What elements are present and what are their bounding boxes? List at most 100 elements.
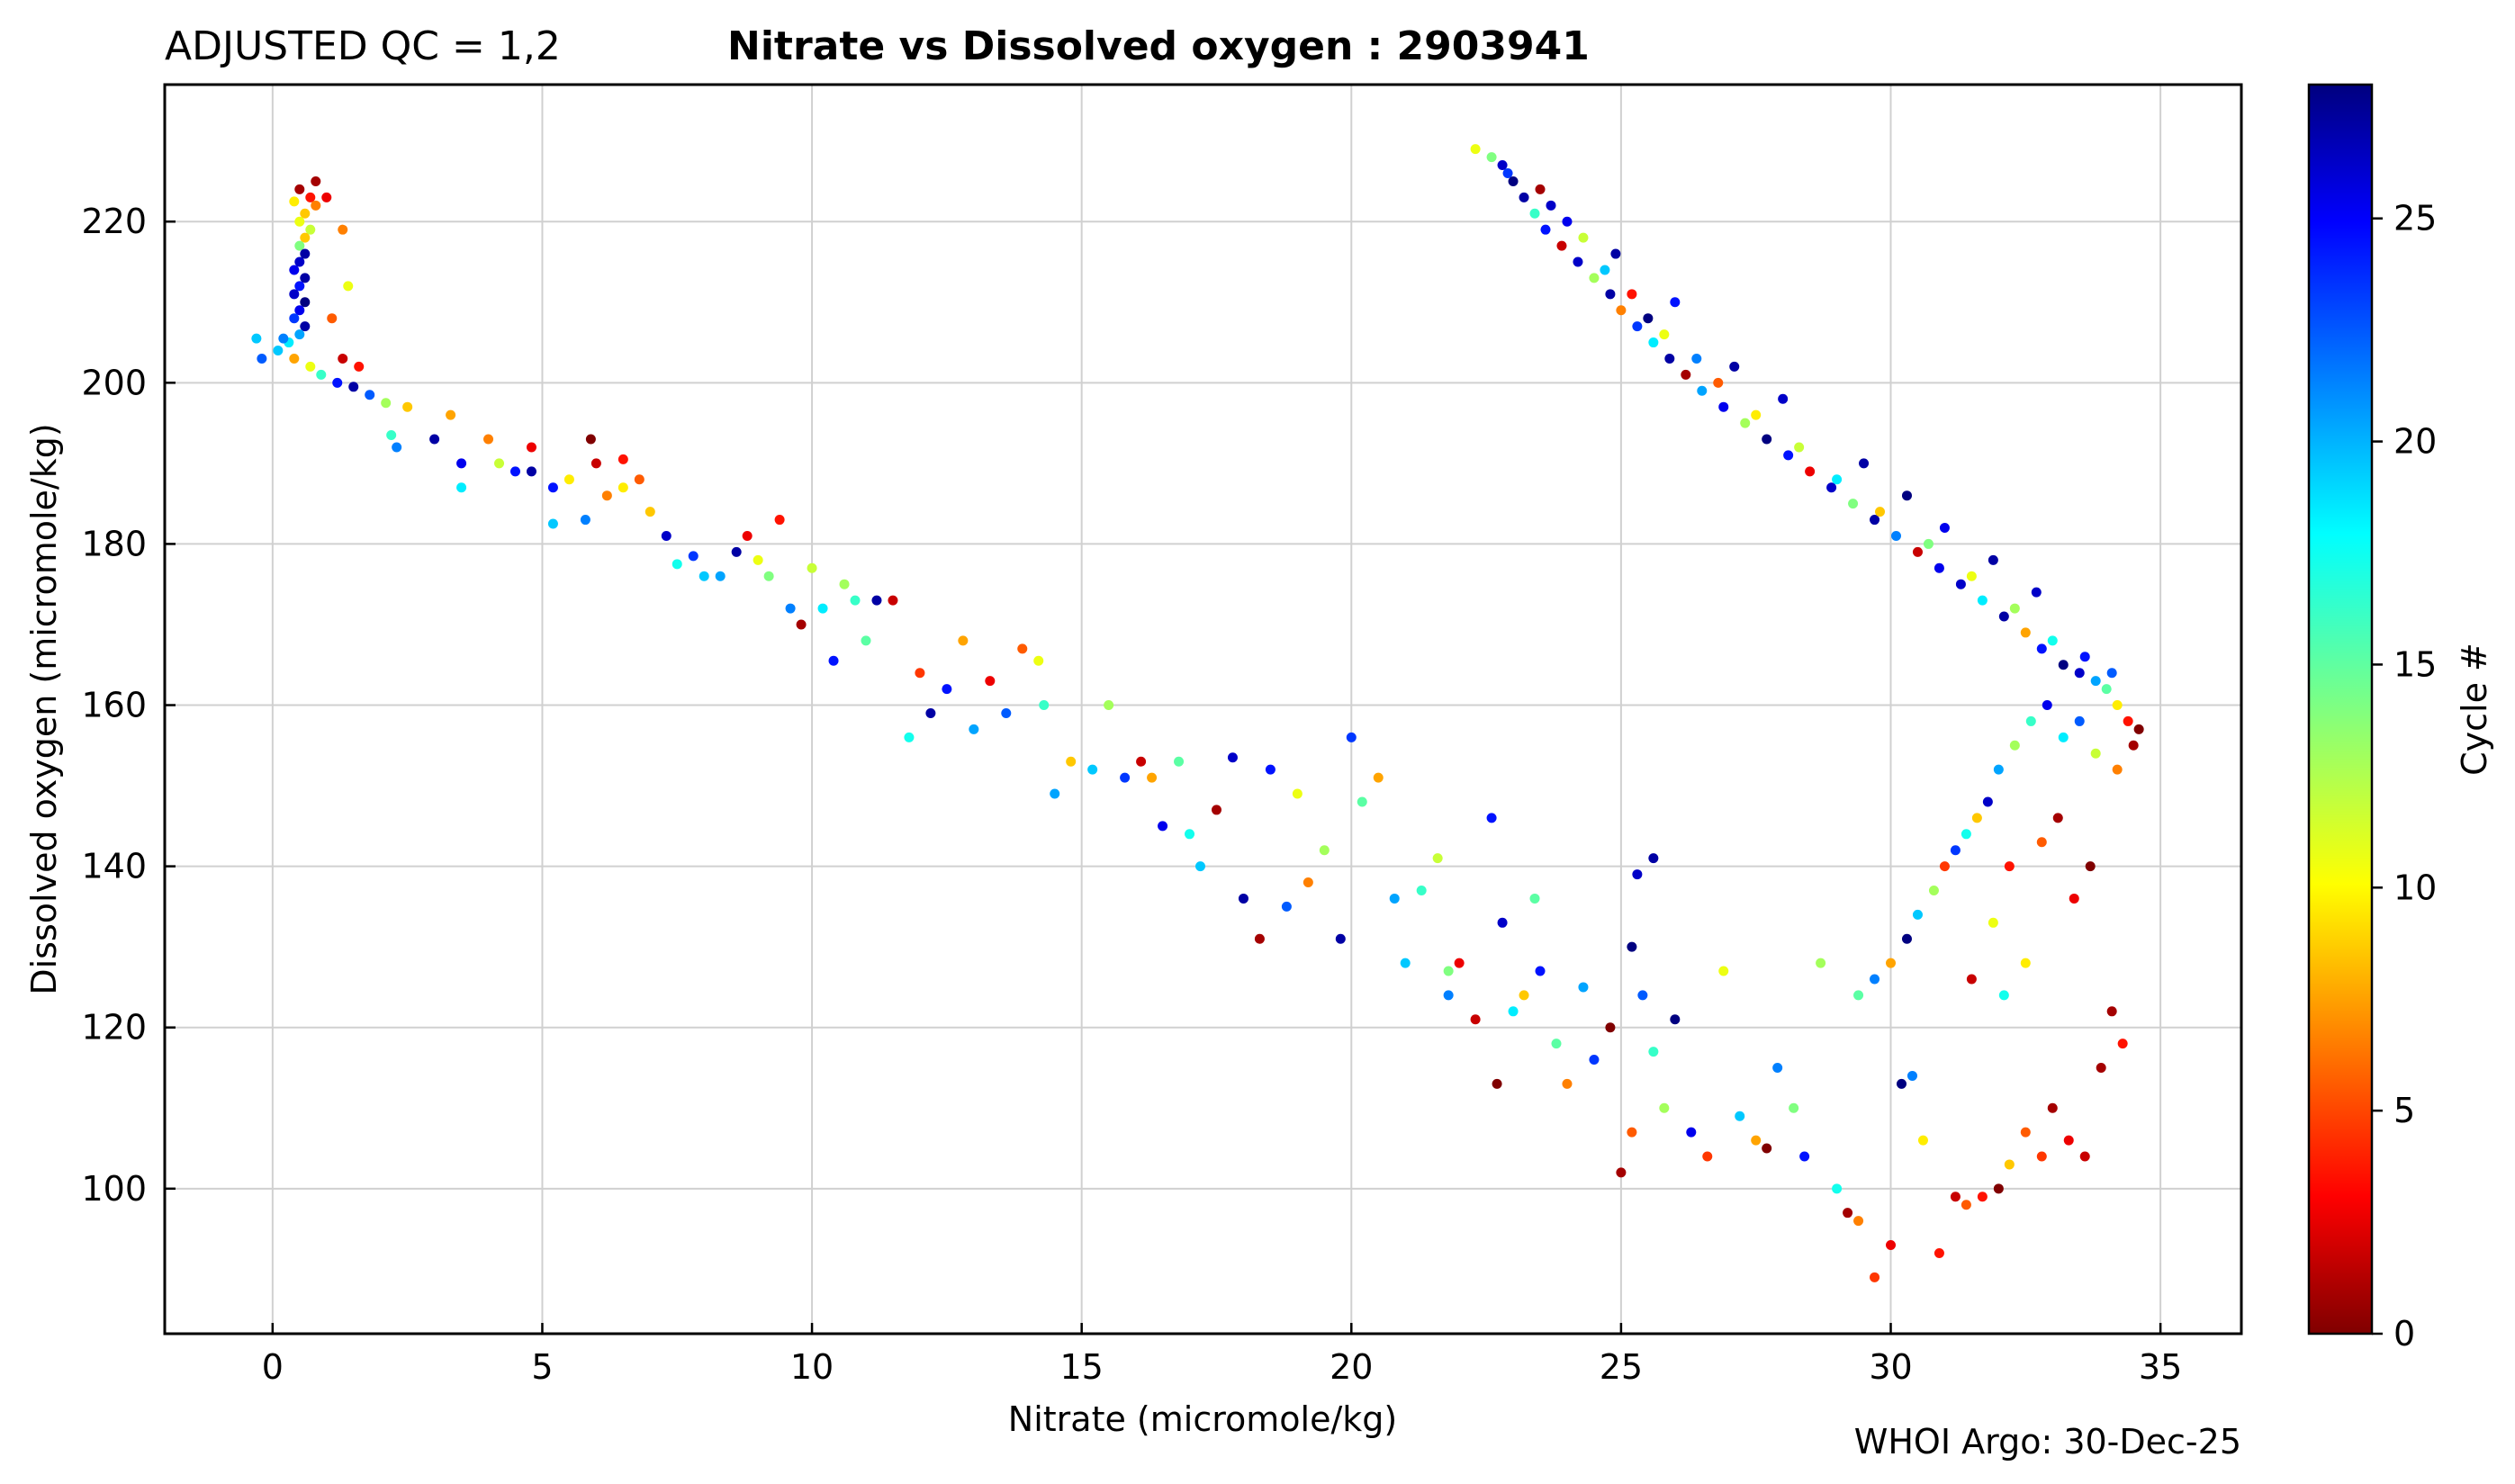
data-point — [2020, 1127, 2031, 1138]
data-point — [300, 208, 311, 219]
data-point — [1950, 845, 1961, 856]
data-point — [2079, 1151, 2090, 1162]
data-point — [2117, 1039, 2128, 1049]
data-point — [645, 507, 655, 517]
data-point — [294, 240, 305, 251]
y-tick-label: 100 — [81, 1169, 147, 1209]
data-point — [1961, 829, 1971, 840]
data-point — [580, 515, 590, 526]
y-tick-label: 180 — [81, 524, 147, 563]
data-point — [1470, 144, 1481, 155]
x-tick-label: 15 — [1059, 1347, 1103, 1387]
data-point — [839, 579, 850, 589]
data-point — [1998, 611, 2009, 622]
x-tick-label: 20 — [1330, 1347, 1373, 1387]
data-point — [2036, 837, 2047, 848]
data-point — [1686, 1127, 1697, 1138]
data-point — [1664, 353, 1675, 364]
data-point — [2020, 627, 2031, 638]
data-point — [1104, 700, 1114, 711]
data-point — [785, 603, 796, 614]
data-point — [1627, 1127, 1637, 1138]
data-point — [1843, 1208, 1853, 1219]
data-point — [2042, 700, 2052, 711]
data-point — [1907, 1070, 1917, 1081]
data-point — [817, 603, 828, 614]
data-point — [763, 571, 774, 581]
data-point — [1886, 1239, 1897, 1250]
data-point — [348, 382, 359, 392]
data-point — [300, 248, 311, 259]
colorbar-tick-label: 15 — [2393, 644, 2437, 684]
data-point — [1971, 813, 1982, 823]
x-axis-ticks: 0 5 10 15 20 25 30 35 — [262, 1323, 2182, 1387]
data-point — [2069, 893, 2079, 904]
data-point — [1486, 813, 1497, 823]
data-point — [742, 530, 753, 541]
data-point — [1400, 958, 1411, 968]
data-point — [2004, 861, 2015, 872]
data-point — [1373, 772, 1384, 783]
data-point — [1659, 329, 1670, 340]
data-point — [699, 571, 709, 581]
data-point — [257, 353, 267, 364]
data-point — [386, 430, 397, 441]
data-point — [1627, 289, 1637, 300]
grid-lines — [165, 85, 2241, 1334]
data-point — [343, 281, 354, 292]
credit-text: WHOI Argo: 30-Dec-25 — [1854, 1422, 2241, 1462]
data-point — [429, 434, 440, 445]
data-point — [1923, 538, 1934, 549]
data-point — [1772, 1062, 1783, 1073]
data-point — [1066, 756, 1077, 767]
data-point — [1826, 482, 1837, 493]
data-point — [1870, 974, 1880, 985]
data-point — [1998, 990, 2009, 1001]
data-point — [2058, 732, 2069, 742]
data-point — [1751, 409, 1762, 420]
data-point — [1859, 458, 1870, 469]
data-point — [294, 281, 305, 292]
data-point — [1659, 1102, 1670, 1113]
data-point — [985, 676, 996, 687]
data-point — [731, 546, 742, 557]
data-point — [1120, 772, 1131, 783]
data-point — [563, 474, 574, 485]
data-point — [1643, 313, 1654, 324]
x-tick-label: 10 — [790, 1347, 834, 1387]
data-point — [1648, 1047, 1659, 1057]
data-point — [1087, 764, 1098, 775]
data-point — [1993, 764, 2004, 775]
data-point — [1529, 893, 1540, 904]
data-point — [2085, 861, 2096, 872]
data-point — [850, 595, 861, 606]
data-point — [585, 434, 596, 445]
data-point — [289, 196, 300, 207]
data-point — [1589, 1055, 1600, 1066]
data-point — [1573, 256, 1583, 267]
data-point — [1292, 788, 1303, 799]
colorbar-tick-label: 5 — [2393, 1091, 2415, 1130]
data-point — [1195, 861, 1206, 872]
data-point — [2128, 740, 2139, 751]
data-point — [2101, 684, 2112, 695]
data-point — [1001, 707, 1012, 718]
data-point — [1917, 1135, 1928, 1146]
data-point — [289, 313, 300, 324]
data-point — [483, 434, 494, 445]
data-point — [1762, 434, 1772, 445]
data-point — [1697, 385, 1708, 396]
data-point — [294, 329, 305, 340]
data-point — [1648, 853, 1659, 864]
data-point — [1616, 305, 1627, 316]
data-point — [1529, 208, 1540, 219]
data-point — [1017, 643, 1028, 654]
data-point — [1540, 224, 1551, 235]
colorbar-label: Cycle # — [2455, 643, 2494, 776]
data-point — [1977, 1192, 1988, 1202]
data-point — [601, 490, 612, 501]
data-point — [1681, 369, 1691, 380]
data-point — [1988, 554, 1998, 565]
data-point — [1627, 941, 1637, 952]
